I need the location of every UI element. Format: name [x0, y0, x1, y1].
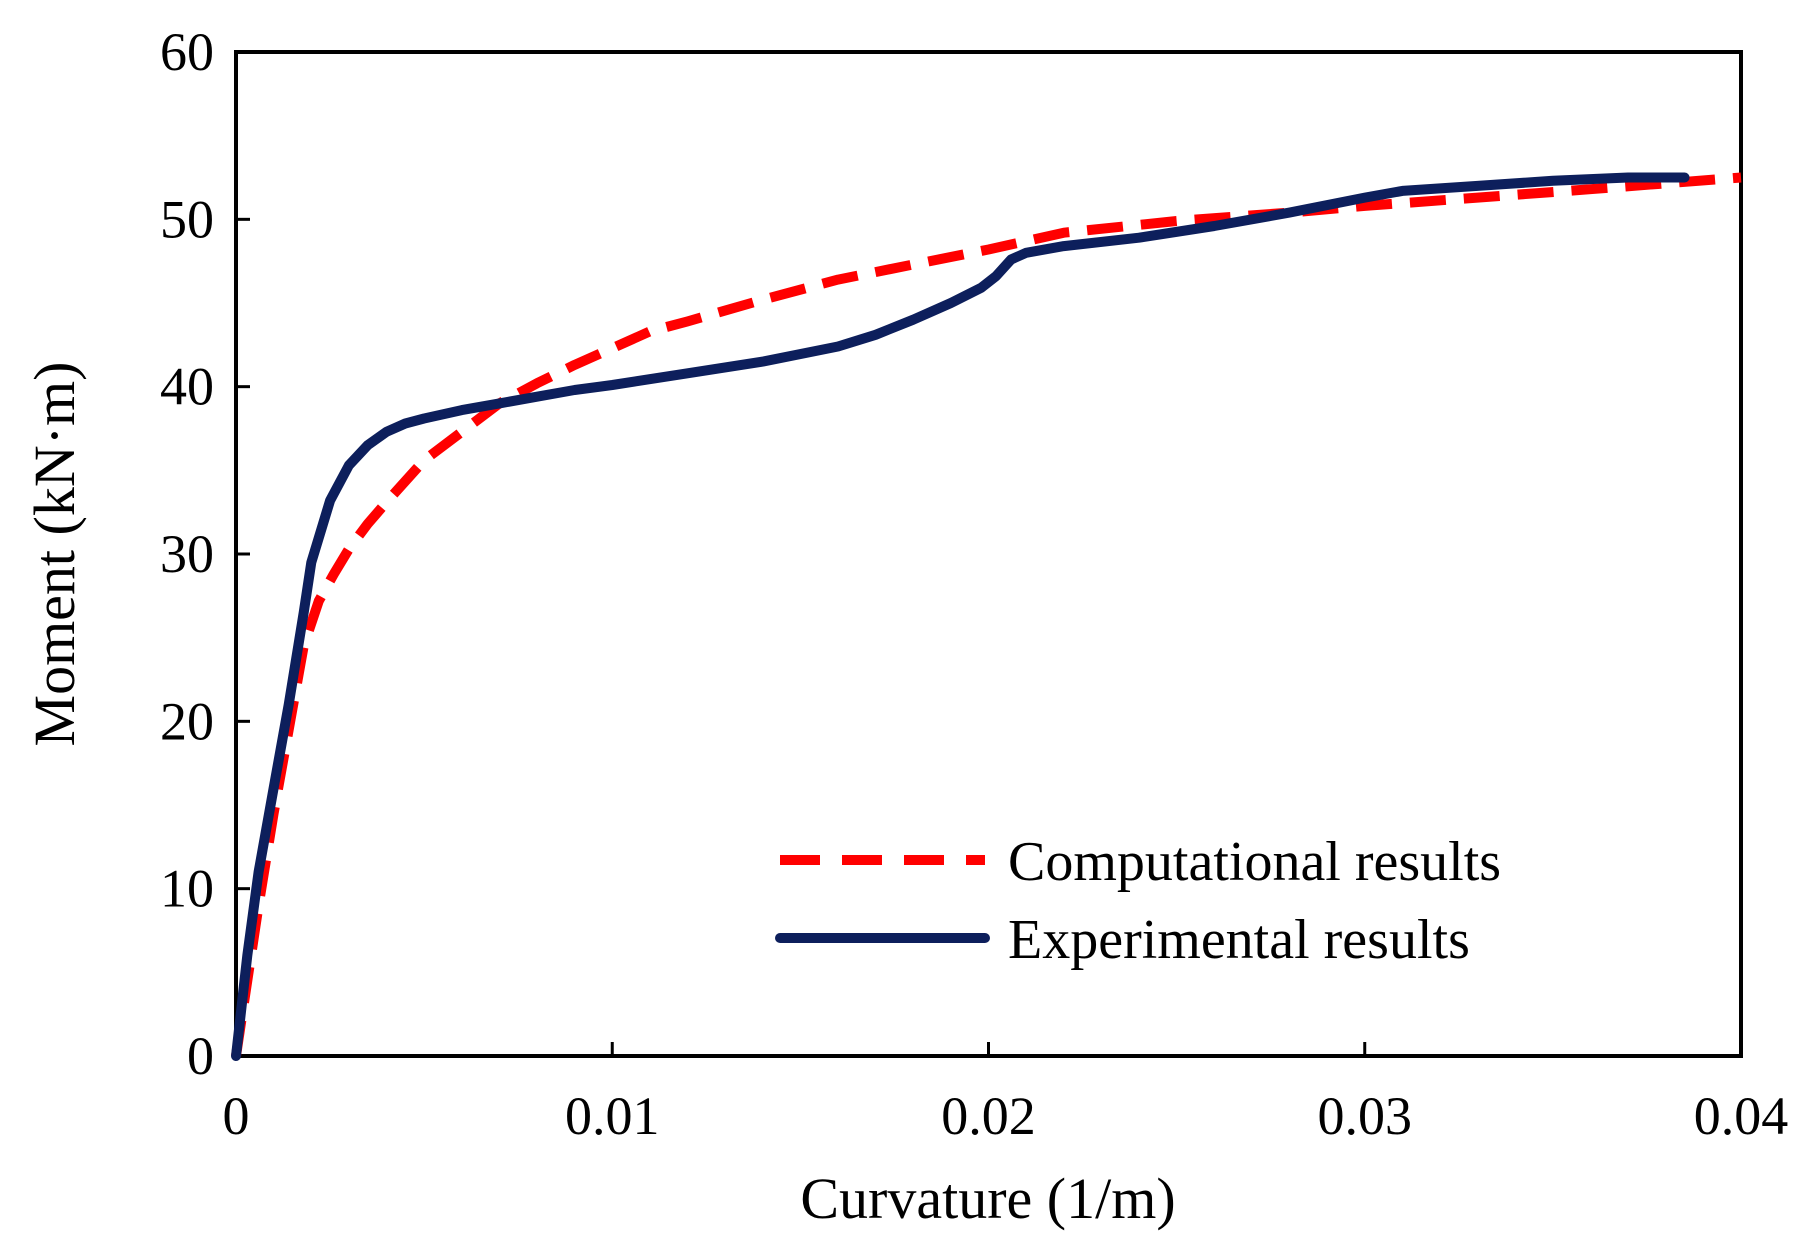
y-tick-label: 30 — [160, 524, 214, 584]
y-axis-title: Moment (kN·m) — [22, 362, 87, 747]
y-tick-label: 0 — [187, 1026, 214, 1086]
y-tick-label: 50 — [160, 189, 214, 249]
y-tick-label: 60 — [160, 22, 214, 82]
plot-area — [234, 50, 1743, 1058]
y-tick-label: 20 — [160, 691, 214, 751]
x-tick-label: 0.02 — [941, 1086, 1036, 1146]
y-tick-label: 40 — [160, 357, 214, 417]
x-tick-label: 0.04 — [1694, 1086, 1789, 1146]
series-line-computational — [231, 172, 1742, 1057]
series-line-experimental — [231, 172, 1690, 1061]
x-tick-label: 0 — [223, 1086, 250, 1146]
legend-label-computational: Computational results — [1008, 831, 1501, 893]
y-axis-ticks: 0 10 20 30 40 50 60 — [160, 22, 250, 1086]
x-tick-label: 0.03 — [1318, 1086, 1413, 1146]
x-axis-title: Curvature (1/m) — [800, 1166, 1175, 1231]
series-layer — [231, 172, 1742, 1061]
x-axis-ticks: 0 0.01 0.02 0.03 0.04 — [223, 1042, 1789, 1146]
legend: Computational results Experimental resul… — [775, 831, 1501, 971]
x-tick-label: 0.01 — [565, 1086, 660, 1146]
y-tick-label: 10 — [160, 859, 214, 919]
legend-label-experimental: Experimental results — [1008, 909, 1470, 971]
